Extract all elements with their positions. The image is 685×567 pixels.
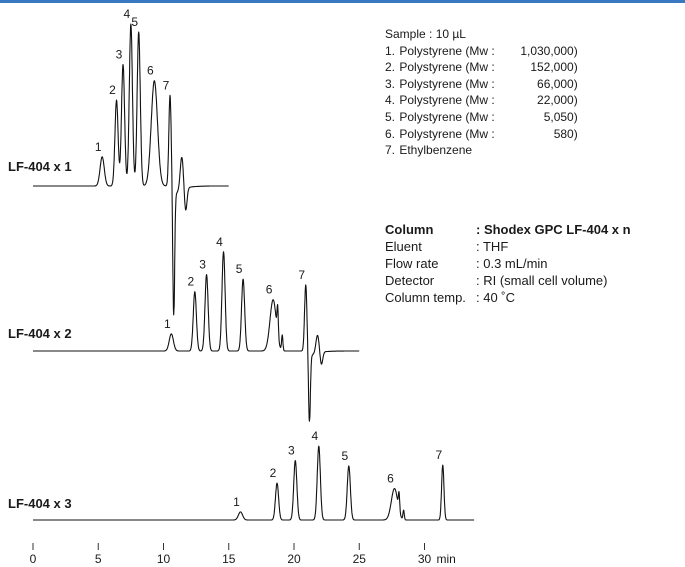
sample-mw: 5,050	[543, 109, 574, 124]
sample-mw: 66,000	[537, 76, 574, 91]
sample-mw: 1,030,000	[520, 43, 574, 58]
sample-mw: 152,000	[530, 60, 574, 75]
sample-list: 1. Polystyrene (Mw :1,030,000) 2. Polysty…	[385, 43, 578, 159]
condition-value: : Shodex GPC LF-404 x n	[476, 222, 631, 237]
condition-row: Column : Shodex GPC LF-404 x n	[385, 221, 631, 238]
peak-label: 6	[387, 472, 394, 486]
chromatogram-traces	[32, 23, 475, 521]
series-label: LF-404 x 2	[8, 326, 72, 341]
sample-name: Polystyrene	[399, 93, 463, 108]
peak-label: 1	[95, 140, 102, 154]
peak-label: 7	[435, 448, 442, 462]
sample-name: Polystyrene	[399, 76, 463, 91]
x-axis: 0 5 10 15 20 25 30 min	[30, 543, 456, 566]
header-accent-line	[0, 0, 685, 3]
condition-row: Eluent : THF	[385, 238, 631, 255]
series-labels: LF-404 x 1 LF-404 x 2 LF-404 x 3	[8, 159, 72, 511]
peak-label: 4	[216, 235, 223, 249]
condition-key: Eluent	[385, 239, 422, 254]
sample-number: 1.	[385, 43, 396, 58]
sample-number: 2.	[385, 60, 396, 75]
x-tick-label: 15	[222, 552, 236, 566]
peak-label: 2	[187, 275, 194, 289]
peak-label: 2	[109, 83, 116, 97]
condition-value: : THF	[476, 239, 509, 254]
peak-label: 6	[266, 283, 273, 297]
sample-item: 6. Polystyrene (Mw :580)	[385, 126, 578, 141]
sample-name: Ethylbenzene	[399, 143, 473, 158]
x-axis-unit: min	[437, 552, 456, 566]
condition-row: Flow rate : 0.3 mL/min	[385, 255, 631, 272]
sample-item: 3. Polystyrene (Mw :66,000)	[385, 76, 578, 91]
peak-label: 3	[288, 444, 295, 458]
peak-label: 5	[341, 449, 348, 463]
condition-key: Detector	[385, 273, 435, 288]
peak-label: 4	[124, 7, 131, 21]
sample-title: Sample : 10 µL	[385, 27, 466, 41]
trace-series-3	[32, 445, 475, 521]
sample-number: 6.	[385, 126, 396, 141]
peak-label: 6	[147, 64, 154, 78]
x-tick-label: 30	[418, 552, 432, 566]
sample-item: 7. Ethylbenzene	[385, 142, 578, 159]
sample-item: 5. Polystyrene (Mw :5,050)	[385, 109, 578, 124]
peak-label: 7	[298, 268, 305, 282]
sample-name: Polystyrene	[399, 43, 463, 58]
condition-key: Column temp.	[385, 290, 466, 305]
condition-key: Column	[385, 222, 434, 237]
condition-row: Detector : RI (small cell volume)	[385, 272, 631, 289]
sample-number: 7.	[385, 143, 396, 158]
condition-key: Flow rate	[385, 256, 439, 271]
peak-label: 7	[163, 78, 170, 92]
sample-legend: Sample : 10 µL 1. Polystyrene (Mw :1,030…	[385, 26, 578, 159]
x-tick-label: 10	[157, 552, 171, 566]
x-tick-label: 0	[30, 552, 37, 566]
condition-row: Column temp. : 40 ˚C	[385, 289, 631, 306]
peak-label: 2	[270, 466, 277, 480]
trace-series-1	[32, 23, 230, 316]
peak-label: 4	[311, 429, 318, 443]
peak-label: 3	[199, 258, 206, 272]
series-label: LF-404 x 3	[8, 496, 72, 511]
series-label: LF-404 x 1	[8, 159, 72, 174]
peak-label: 1	[164, 317, 171, 331]
sample-mw: 22,000	[537, 93, 574, 108]
sample-number: 3.	[385, 76, 396, 91]
peak-label: 1	[233, 495, 240, 509]
sample-item: 2. Polystyrene (Mw :152,000)	[385, 60, 578, 75]
peak-label: 5	[236, 262, 243, 276]
sample-item: 1. Polystyrene (Mw :1,030,000)	[385, 43, 578, 58]
x-tick-label: 25	[353, 552, 367, 566]
x-tick-label: 20	[287, 552, 301, 566]
sample-name: Polystyrene	[399, 60, 463, 75]
trace-series-2	[32, 251, 360, 422]
conditions-table: Column : Shodex GPC LF-404 x n Eluent : THF…	[385, 221, 631, 306]
sample-name: Polystyrene	[399, 109, 463, 124]
peak-label: 3	[116, 48, 123, 62]
condition-value: : 0.3 mL/min	[476, 256, 548, 271]
sample-item: 4. Polystyrene (Mw :22,000)	[385, 93, 578, 108]
sample-mw: 580	[553, 126, 574, 141]
sample-number: 4.	[385, 93, 396, 108]
peak-label: 5	[131, 15, 138, 29]
sample-number: 5.	[385, 109, 396, 124]
condition-value: : RI (small cell volume)	[476, 273, 608, 288]
x-tick-label: 5	[95, 552, 102, 566]
sample-name: Polystyrene	[399, 126, 463, 141]
condition-value: : 40 ˚C	[476, 290, 516, 305]
